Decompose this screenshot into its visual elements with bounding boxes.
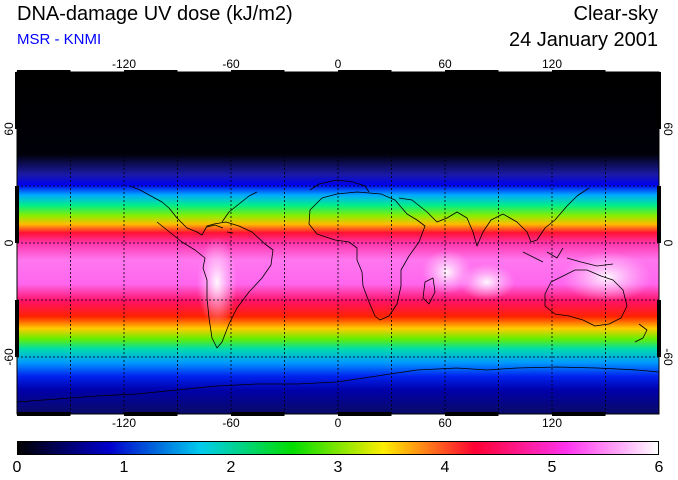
lon-tick-bottom: -60 bbox=[222, 416, 240, 430]
colorbar bbox=[17, 441, 659, 455]
colorbar-label: 6 bbox=[654, 459, 664, 476]
lon-tick-top: 60 bbox=[438, 57, 452, 71]
coast-americas bbox=[129, 185, 274, 349]
lat-tick-right: 60 bbox=[661, 122, 675, 136]
colorbar-label: 2 bbox=[226, 459, 236, 476]
coast-asia bbox=[502, 187, 590, 243]
coast-europe bbox=[309, 179, 370, 193]
lon-tick-top: -120 bbox=[111, 57, 137, 71]
map-frame bbox=[15, 70, 661, 416]
coast-north-america-east bbox=[221, 191, 258, 223]
coast-madagascar bbox=[422, 277, 436, 305]
lon-tick-bottom: 0 bbox=[334, 416, 342, 430]
graticule bbox=[17, 72, 659, 414]
lon-tick-top: 0 bbox=[334, 57, 342, 71]
lat-tick-left: 0 bbox=[2, 239, 16, 247]
coast-arabia-india bbox=[398, 197, 504, 247]
map-subtitle: MSR - KNMI bbox=[17, 31, 102, 48]
coast-maritime-continent bbox=[522, 247, 614, 267]
colorbar-label: 5 bbox=[547, 459, 557, 476]
lon-tick-top: -60 bbox=[222, 57, 240, 71]
lat-tick-left: 60 bbox=[2, 122, 16, 136]
uv-hotspot-indian-ocean bbox=[459, 264, 515, 300]
coastlines bbox=[16, 179, 660, 403]
colorbar-label: 0 bbox=[12, 459, 22, 476]
uv-hotspot-south-america bbox=[197, 237, 237, 327]
uv-dose-map bbox=[15, 70, 661, 416]
coast-antarctica bbox=[16, 366, 660, 403]
coast-africa bbox=[308, 191, 426, 321]
colorbar-label: 4 bbox=[440, 459, 450, 476]
lon-tick-top: 120 bbox=[541, 57, 563, 71]
map-plot bbox=[15, 70, 661, 416]
coast-caribbean-islands bbox=[206, 224, 234, 234]
colorbar-label: 3 bbox=[333, 459, 343, 476]
uv-hotspot-australia bbox=[562, 252, 652, 302]
lat-tick-right: 0 bbox=[661, 239, 675, 247]
map-date: 24 January 2001 bbox=[508, 29, 658, 51]
coast-new-zealand bbox=[634, 323, 648, 343]
lon-tick-bottom: -120 bbox=[111, 416, 137, 430]
sky-condition: Clear-sky bbox=[573, 3, 658, 25]
lon-tick-bottom: 120 bbox=[541, 416, 563, 430]
coast-australia bbox=[544, 269, 628, 327]
colorbar-label: 1 bbox=[119, 459, 129, 476]
lat-tick-right: -60 bbox=[661, 348, 675, 366]
lat-tick-left: -60 bbox=[2, 348, 16, 366]
map-title: DNA-damage UV dose (kJ/m2) bbox=[17, 3, 293, 25]
lon-tick-bottom: 60 bbox=[438, 416, 452, 430]
